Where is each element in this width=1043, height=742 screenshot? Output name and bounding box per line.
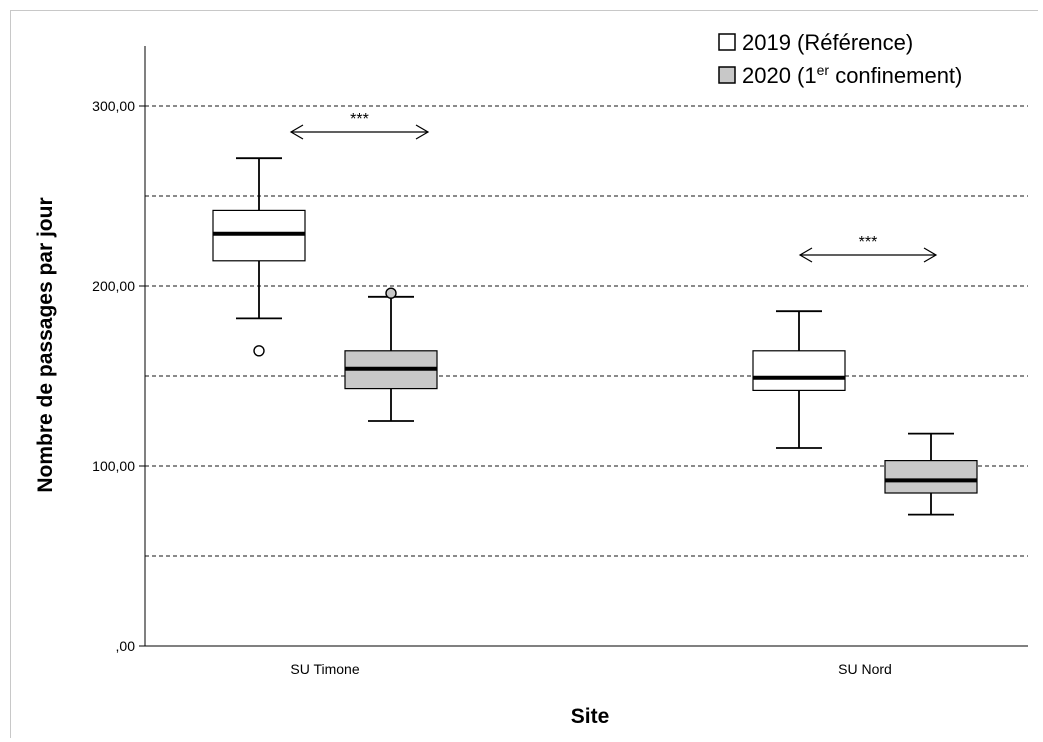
boxes xyxy=(212,157,978,516)
y-tick-label-100: 100,00 xyxy=(92,458,135,474)
significance-arrow-1: *** xyxy=(798,234,938,263)
legend-swatch-2020 xyxy=(718,66,736,84)
iqr-box xyxy=(884,460,978,494)
box-1-0 xyxy=(344,287,438,422)
legend-swatch-2019 xyxy=(718,33,736,51)
arrow-head-right xyxy=(415,124,430,140)
arrow-head-left xyxy=(798,247,813,263)
outlier-0 xyxy=(385,287,397,299)
legend-label-2020-main: 2020 (1 xyxy=(742,63,817,88)
box-0-0 xyxy=(212,157,306,357)
y-axis-title: Nombre de passages par jour xyxy=(34,197,57,492)
box-1-1 xyxy=(884,432,978,516)
y-tick-label-200: 200,00 xyxy=(92,278,135,294)
legend-label-2020-rest: confinement) xyxy=(829,63,962,88)
significance-arrow-0: *** xyxy=(289,111,430,140)
arrow-head-left xyxy=(289,124,304,140)
iqr-box xyxy=(752,350,846,391)
outlier-0 xyxy=(253,345,265,357)
significance-label-1: *** xyxy=(859,234,878,251)
box-0-1 xyxy=(752,310,846,449)
legend: 2019 (Référence) 2020 (1er confinement) xyxy=(718,30,962,88)
y-tick-label-0: ,00 xyxy=(116,638,136,654)
significance-label-0: *** xyxy=(350,111,369,128)
gridlines xyxy=(145,105,1028,557)
legend-label-2020: 2020 (1er confinement) xyxy=(742,62,962,88)
x-axis-title: Site xyxy=(571,705,610,728)
legend-label-2020-sup: er xyxy=(817,62,830,78)
annotations: *** *** xyxy=(289,111,938,263)
chart-frame xyxy=(10,10,1038,738)
x-tick-label-0: SU Timone xyxy=(290,661,359,677)
legend-label-2019: 2019 (Référence) xyxy=(742,30,913,55)
axes: ,00 100,00 200,00 300,00 SU Timone SU Nord xyxy=(92,46,1028,677)
x-tick-label-1: SU Nord xyxy=(838,661,892,677)
arrow-head-right xyxy=(923,247,938,263)
y-tick-label-300: 300,00 xyxy=(92,98,135,114)
